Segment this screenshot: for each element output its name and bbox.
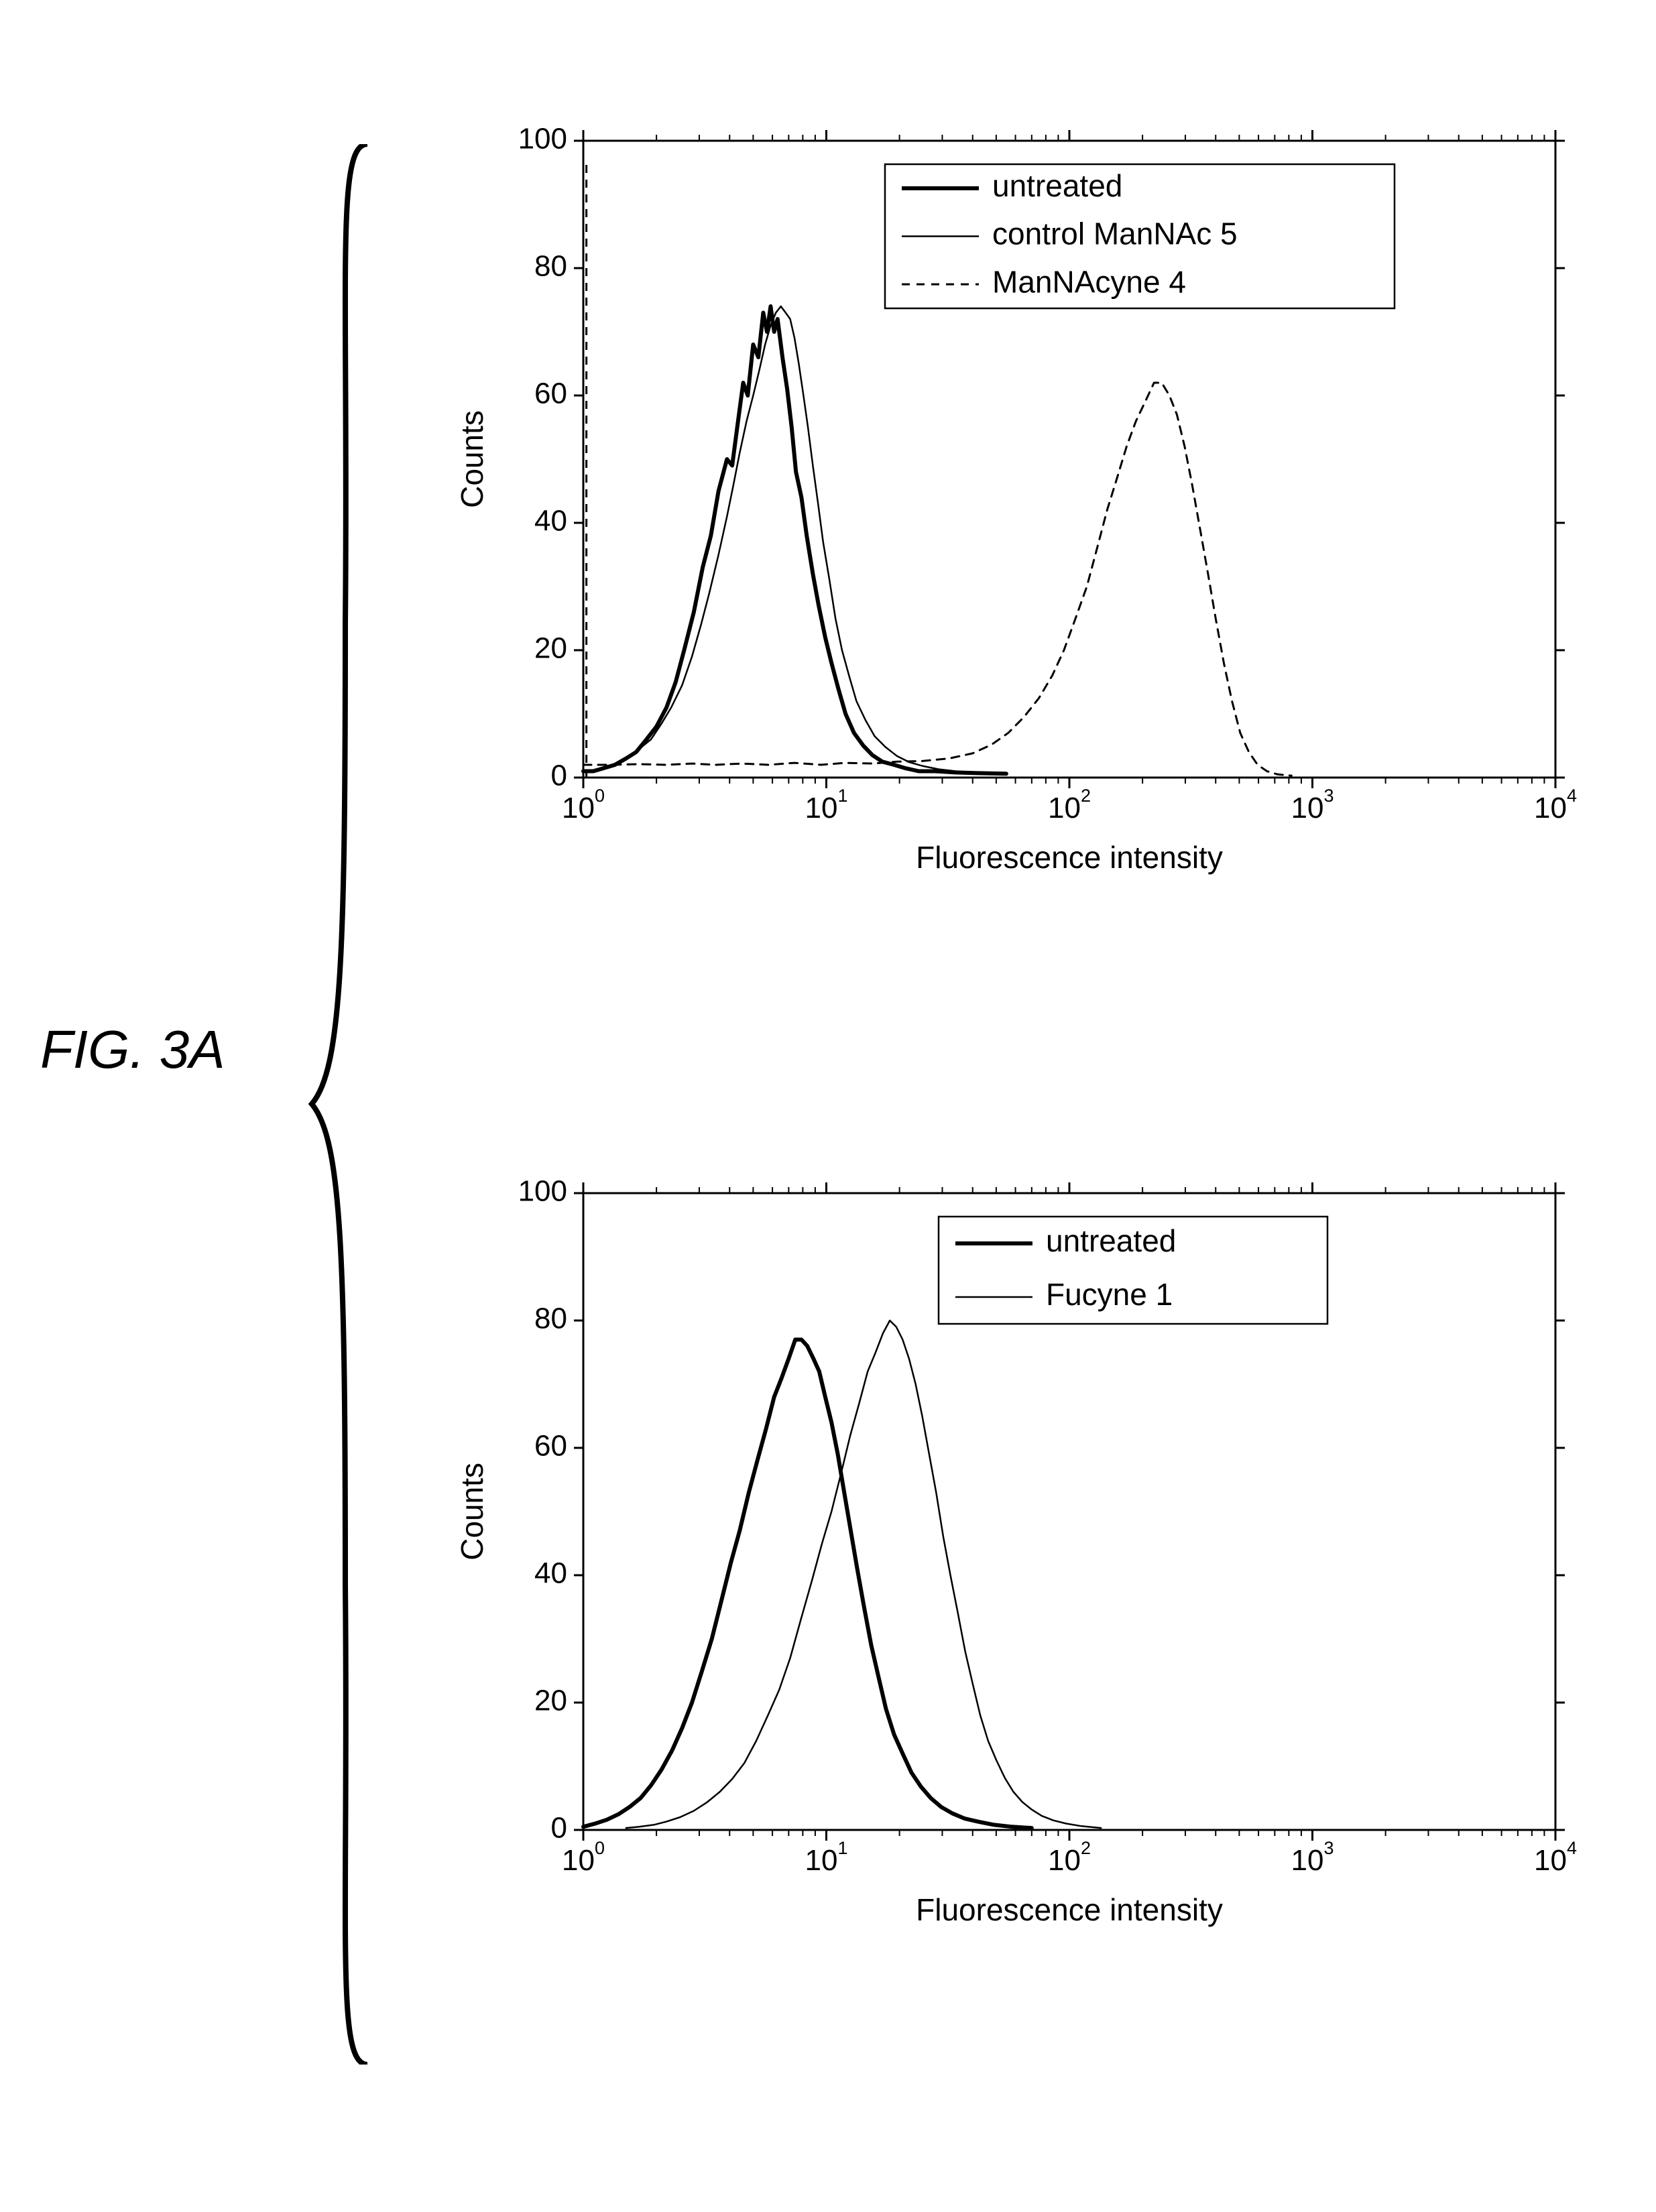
chart-top-xtick-label: 103 bbox=[1291, 786, 1334, 824]
chart-bottom-ytick-label: 0 bbox=[551, 1812, 567, 1845]
chart-bottom-xtick-label: 102 bbox=[1048, 1838, 1091, 1877]
chart-bottom-xtick-label: 104 bbox=[1534, 1838, 1577, 1877]
grouping-brace bbox=[308, 144, 372, 2065]
chart-top-ytick-label: 40 bbox=[534, 505, 567, 538]
chart-bottom-ytick-label: 60 bbox=[534, 1430, 567, 1463]
chart-top-ytick-label: 60 bbox=[534, 377, 567, 410]
chart-top-xtick-label: 104 bbox=[1534, 786, 1577, 824]
chart-top-xtick-label: 102 bbox=[1048, 786, 1091, 824]
chart-top-ytick-label: 0 bbox=[551, 759, 567, 792]
chart-top-ytick-label: 20 bbox=[534, 632, 567, 665]
chart-bottom-ytick-label: 20 bbox=[534, 1684, 567, 1717]
chart-top-legend-label: untreated bbox=[992, 168, 1122, 203]
chart-bottom-xtick-label: 103 bbox=[1291, 1838, 1334, 1877]
chart-top: 0 20 40 60 80 100 Counts 100 101 102 103 104 Fluores… bbox=[429, 101, 1582, 959]
chart-top-xtick-label: 100 bbox=[562, 786, 605, 824]
chart-top-ytick-label: 100 bbox=[518, 123, 567, 156]
chart-top-ytick-label: 80 bbox=[534, 250, 567, 283]
chart-bottom-ylabel: Counts bbox=[455, 1463, 489, 1560]
chart-bottom-xtick-label: 101 bbox=[805, 1838, 848, 1877]
chart-bottom-legend-label: Fucyne 1 bbox=[1046, 1277, 1173, 1312]
chart-top-xtick-label: 101 bbox=[805, 786, 848, 824]
chart-bottom-series-fucyne1 bbox=[626, 1320, 1101, 1828]
chart-top-series-mannacyne4 bbox=[583, 383, 1291, 776]
chart-top-ylabel: Counts bbox=[455, 410, 489, 508]
figure-label: FIG. 3A bbox=[40, 1019, 225, 1081]
chart-top-series-untreated bbox=[583, 306, 1006, 774]
chart-bottom-ytick-label: 100 bbox=[518, 1175, 567, 1208]
chart-top-legend-label: control ManNAc 5 bbox=[992, 217, 1238, 251]
page: FIG. 3A 0 20 40 60 80 100 Counts 100 101 102 103 10… bbox=[0, 0, 1656, 2212]
chart-bottom-ytick-label: 40 bbox=[534, 1557, 567, 1590]
chart-bottom-xtick-label: 100 bbox=[562, 1838, 605, 1877]
chart-top-series-control-mannac5 bbox=[583, 306, 1000, 774]
chart-top-svg: 0 20 40 60 80 100 Counts 100 101 102 103 104 Fluores… bbox=[429, 101, 1582, 959]
chart-bottom-legend-label: untreated bbox=[1046, 1223, 1176, 1258]
chart-bottom-series-untreated bbox=[583, 1340, 1032, 1829]
chart-bottom-ytick-label: 80 bbox=[534, 1302, 567, 1335]
chart-bottom-svg: 0 20 40 60 80 100 Counts 100 101 102 103 104 Fluores… bbox=[429, 1153, 1582, 2011]
chart-top-legend-label: ManNAcyne 4 bbox=[992, 264, 1186, 299]
chart-top-xlabel: Fluorescence intensity bbox=[916, 840, 1223, 875]
chart-bottom-xlabel: Fluorescence intensity bbox=[916, 1892, 1223, 1927]
chart-bottom: 0 20 40 60 80 100 Counts 100 101 102 103 104 Fluores… bbox=[429, 1153, 1582, 2011]
